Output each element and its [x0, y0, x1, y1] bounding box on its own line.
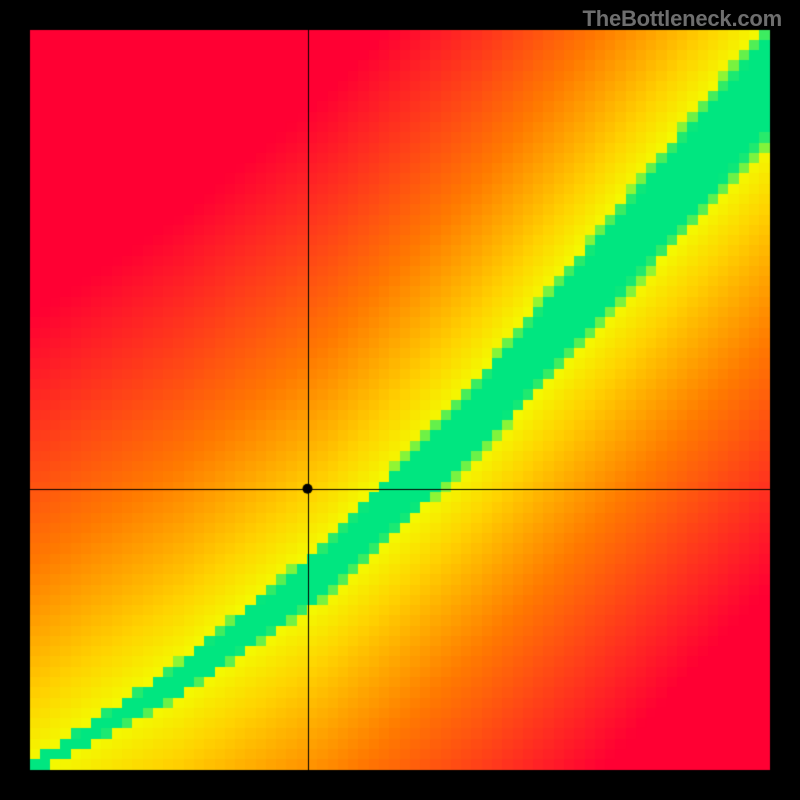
bottleneck-heatmap: [0, 0, 800, 800]
watermark-text: TheBottleneck.com: [582, 6, 782, 32]
chart-container: TheBottleneck.com: [0, 0, 800, 800]
